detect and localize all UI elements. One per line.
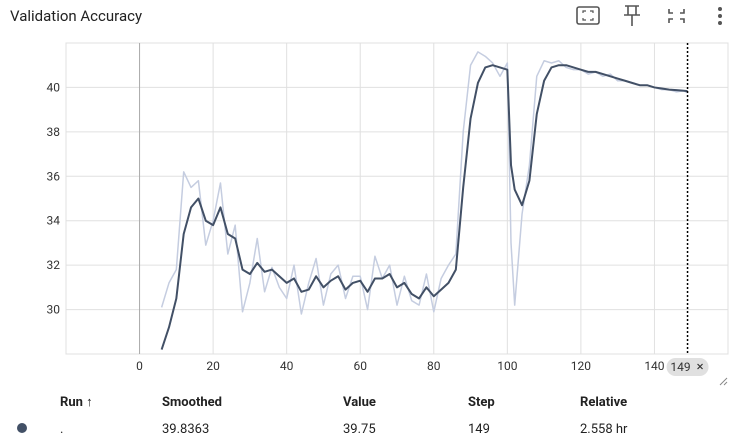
cursor-close[interactable] [697, 363, 703, 370]
x-tick-label: 40 [280, 359, 294, 373]
y-tick-label: 30 [47, 303, 61, 317]
x-tick-label: 80 [427, 359, 441, 373]
plot: 30 32 34 36 38 40 0 20 40 60 80 100 120 140 149 [47, 42, 729, 376]
x-tick-label: 60 [353, 359, 367, 373]
relative-cell: 2.558 hr [580, 422, 628, 437]
more-button[interactable] [718, 7, 722, 25]
header-run[interactable]: Run ↑ [60, 395, 93, 410]
header-value: Value [343, 395, 376, 410]
header-relative: Relative [580, 395, 627, 410]
x-tick-label: 20 [206, 359, 220, 373]
run-swatch [17, 423, 27, 433]
step-cell: 149 [468, 422, 490, 437]
chart-title: Validation Accuracy [10, 7, 142, 25]
y-tick-label: 34 [47, 214, 61, 228]
resize-handle[interactable] [719, 377, 728, 386]
header-step: Step [468, 395, 495, 410]
series-group [160, 51, 688, 350]
cursor-step: 149 [670, 360, 690, 374]
x-tick-label: 100 [497, 359, 517, 373]
fit-button[interactable] [576, 6, 600, 25]
pin-button[interactable] [624, 5, 640, 26]
y-tick-label: 38 [47, 125, 61, 139]
value-cell: 39.75 [343, 422, 376, 437]
x-tick-label: 0 [136, 359, 143, 373]
collapse-button[interactable] [668, 9, 685, 23]
series-line [160, 51, 688, 315]
plot-frame [65, 42, 729, 355]
y-tick-label: 36 [47, 169, 61, 183]
run-name: . [60, 422, 63, 437]
smoothed-cell: 39.8363 [162, 422, 209, 437]
y-tick-label: 32 [47, 258, 61, 272]
header-smoothed: Smoothed [162, 395, 222, 410]
series-line [160, 64, 688, 350]
y-tick-label: 40 [47, 80, 61, 94]
x-tick-label: 140 [644, 359, 664, 373]
x-tick-label: 120 [571, 359, 591, 373]
toolbar [576, 5, 722, 26]
cursor-badge [666, 358, 709, 376]
